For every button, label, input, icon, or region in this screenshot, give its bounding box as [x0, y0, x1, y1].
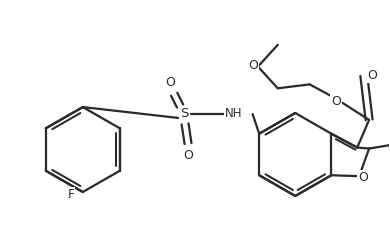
Text: H: H: [233, 106, 242, 119]
Text: O: O: [358, 171, 368, 184]
Text: O: O: [367, 69, 377, 82]
Text: O: O: [332, 95, 341, 108]
Text: N: N: [225, 106, 234, 119]
Text: O: O: [183, 149, 193, 162]
Text: F: F: [67, 189, 74, 201]
Text: O: O: [248, 59, 258, 72]
Text: O: O: [165, 76, 175, 89]
Text: S: S: [180, 108, 188, 120]
Text: NH: NH: [225, 108, 243, 120]
